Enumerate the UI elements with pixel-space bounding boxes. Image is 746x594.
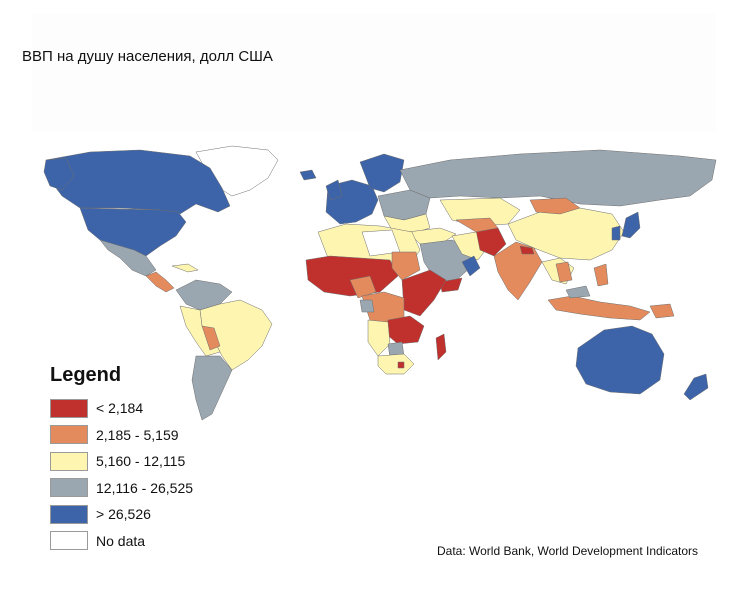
region-mongolia <box>529 197 581 215</box>
region-indonesia <box>547 295 651 321</box>
legend-swatch <box>50 531 88 551</box>
legend-label: 2,185 - 5,159 <box>96 426 179 443</box>
region-north-south-america <box>175 279 233 311</box>
legend-item: 2,185 - 5,159 <box>50 422 193 449</box>
region-nepal <box>519 245 535 255</box>
region-southern-central-africa <box>385 315 425 345</box>
source-note: Data: World Bank, World Development Indi… <box>437 544 699 558</box>
legend-swatch <box>50 504 88 524</box>
region-yemen <box>439 277 463 293</box>
legend-item: 5,160 - 12,115 <box>50 448 193 475</box>
legend-label: < 2,184 <box>96 400 144 417</box>
region-japan <box>621 211 641 239</box>
legend-label: > 26,526 <box>96 506 151 523</box>
region-usa <box>79 207 187 257</box>
region-korea <box>611 225 621 241</box>
legend-title: Legend <box>50 364 122 386</box>
region-malaysia <box>565 285 591 299</box>
region-australia <box>575 325 665 395</box>
region-iceland <box>299 169 317 181</box>
region-east-africa <box>401 269 447 317</box>
region-sudan <box>391 251 421 281</box>
region-canada <box>45 149 231 215</box>
legend-swatch <box>50 398 88 418</box>
legend-swatch <box>50 425 88 445</box>
region-bolivia <box>201 325 221 351</box>
region-russia <box>399 149 717 207</box>
legend-swatch <box>50 478 88 498</box>
legend-item: 12,116 - 26,525 <box>50 475 193 502</box>
region-uk <box>325 179 343 201</box>
region-west-africa <box>305 255 399 297</box>
legend-item: < 2,184 <box>50 395 193 422</box>
region-gabon <box>359 299 375 313</box>
region-philippines <box>593 263 609 287</box>
region-scandinavia <box>359 153 405 193</box>
legend-item: > 26,526 <box>50 501 193 528</box>
region-oman <box>461 255 481 277</box>
region-caribbean <box>171 263 199 273</box>
legend: Legend < 2,184 2,185 - 5,159 5,160 - 12,… <box>50 364 193 554</box>
legend-label: 12,116 - 26,525 <box>96 479 194 496</box>
legend-label: No data <box>96 532 146 549</box>
region-alaska <box>43 157 75 191</box>
map-title: ВВП на душу населения, долл США <box>22 48 273 65</box>
region-new-zealand <box>683 373 709 401</box>
region-central-asia <box>455 217 499 233</box>
legend-label: 5,160 - 12,115 <box>96 453 186 470</box>
region-south-africa <box>377 353 415 375</box>
region-angola <box>367 319 391 357</box>
title-band <box>32 14 716 132</box>
legend-item: No data <box>50 528 193 555</box>
region-nigeria <box>349 275 377 299</box>
region-png <box>649 303 675 319</box>
region-southern-cone <box>191 355 233 421</box>
legend-swatch <box>50 451 88 471</box>
region-india <box>493 241 543 301</box>
region-indochina <box>555 261 573 283</box>
region-turkey <box>407 227 457 245</box>
region-madagascar <box>435 333 447 361</box>
region-central-america <box>145 271 175 293</box>
region-lesotho <box>397 361 405 369</box>
